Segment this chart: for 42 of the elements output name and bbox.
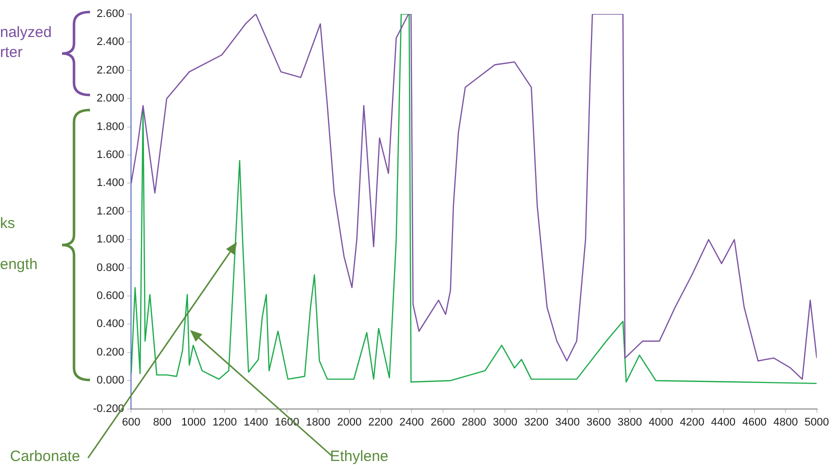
x-tick-label: 4400: [711, 416, 736, 428]
y-tick-label: 0.000: [96, 374, 124, 387]
y-tick-label: 2.600: [96, 8, 124, 20]
x-tick-label: 1400: [244, 416, 268, 428]
x-tick-label: 2800: [462, 416, 486, 428]
text: nalyzed: [0, 24, 52, 41]
text: rter: [0, 44, 22, 61]
x-tick-label: 1200: [212, 416, 237, 428]
x-tick-label: 3800: [618, 416, 642, 428]
x-tick-label: 4200: [680, 416, 704, 428]
y-tick-label: 2.000: [96, 92, 124, 105]
y-tick-label: 0.200: [96, 346, 124, 358]
y-tick-label: 1.200: [96, 205, 124, 218]
y-tick-label: 1.800: [96, 120, 124, 133]
y-tick-label: 0.600: [96, 290, 124, 302]
y-tick-label: 1.400: [96, 177, 124, 190]
x-tick-label: 2400: [399, 416, 424, 428]
y-tick-label: 2.200: [96, 64, 124, 76]
text: Carbonate: [10, 448, 80, 465]
x-tick-label: 5000: [804, 416, 830, 428]
x-tick-label: 2200: [368, 416, 393, 428]
x-tick-label: 2600: [430, 416, 456, 428]
x-tick-label: 4800: [773, 416, 798, 428]
x-tick-label: 1800: [306, 416, 330, 428]
x-tick-label: 4600: [742, 416, 767, 428]
y-tick-label: 1.000: [96, 234, 124, 246]
x-tick-label: 2000: [337, 416, 362, 428]
y-tick-label: 1.600: [96, 149, 124, 162]
x-tick-label: 800: [153, 416, 172, 428]
y-tick-label: 0.800: [96, 262, 124, 274]
x-tick-label: 3600: [586, 416, 611, 428]
x-tick-label: 1000: [181, 416, 206, 428]
text: Ethylene: [330, 448, 388, 465]
text: ks: [0, 215, 15, 232]
y-tick-label: 2.400: [96, 36, 124, 48]
text: ength: [0, 256, 38, 273]
x-tick-label: 4000: [648, 416, 674, 428]
x-tick-label: 600: [122, 416, 140, 428]
y-tick-label: 0.400: [96, 318, 124, 330]
x-tick-label: 3200: [524, 416, 549, 428]
x-tick-label: 3000: [492, 416, 518, 428]
x-tick-label: 3400: [555, 416, 580, 428]
